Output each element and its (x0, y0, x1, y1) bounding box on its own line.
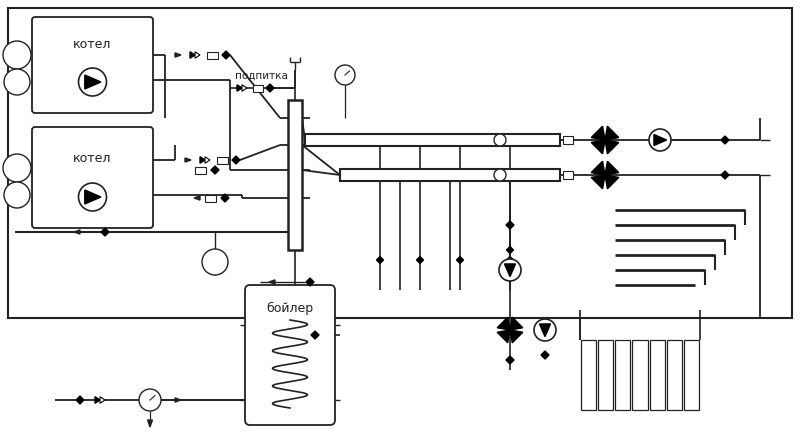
Bar (305, 134, 560, 146)
Circle shape (494, 169, 506, 181)
Polygon shape (510, 317, 523, 330)
Polygon shape (100, 397, 105, 403)
Polygon shape (74, 230, 80, 234)
Polygon shape (497, 317, 510, 330)
Polygon shape (605, 175, 618, 189)
Bar (253, 85, 263, 92)
Polygon shape (506, 356, 514, 364)
Polygon shape (721, 171, 729, 179)
Bar (666, 340, 682, 410)
Polygon shape (377, 256, 383, 263)
Polygon shape (76, 396, 84, 404)
Circle shape (202, 249, 228, 275)
Polygon shape (242, 85, 247, 91)
Circle shape (78, 68, 106, 96)
Text: бойлер: бойлер (266, 302, 314, 315)
Bar (650, 340, 665, 410)
Polygon shape (506, 221, 514, 229)
Polygon shape (506, 256, 514, 263)
Polygon shape (654, 135, 666, 145)
Circle shape (4, 182, 30, 208)
Polygon shape (417, 256, 423, 263)
Bar (340, 169, 560, 181)
Bar (684, 340, 699, 410)
Text: котел: котел (74, 39, 112, 52)
Polygon shape (591, 140, 605, 154)
Circle shape (4, 69, 30, 95)
Text: котел: котел (74, 151, 112, 164)
Bar (598, 340, 614, 410)
Polygon shape (85, 75, 101, 89)
Bar (288, 100, 302, 250)
Polygon shape (85, 190, 101, 204)
Polygon shape (221, 194, 229, 202)
Polygon shape (211, 166, 219, 174)
Bar (563, 136, 573, 144)
Polygon shape (222, 51, 230, 59)
Circle shape (499, 259, 521, 281)
Bar (615, 340, 630, 410)
Polygon shape (147, 420, 153, 427)
Bar (633, 340, 647, 410)
Circle shape (649, 129, 671, 151)
Polygon shape (306, 278, 314, 286)
Polygon shape (205, 157, 210, 163)
Polygon shape (194, 196, 200, 200)
Bar (194, 167, 206, 174)
Bar (217, 157, 227, 164)
Polygon shape (311, 331, 319, 339)
Circle shape (78, 183, 106, 211)
Polygon shape (185, 158, 191, 162)
FancyBboxPatch shape (32, 127, 153, 228)
Polygon shape (266, 84, 274, 92)
Polygon shape (505, 264, 515, 276)
Circle shape (494, 134, 506, 146)
Bar (581, 340, 596, 410)
Polygon shape (539, 324, 550, 337)
Bar (563, 171, 573, 179)
Polygon shape (591, 161, 605, 175)
Polygon shape (269, 280, 275, 284)
Text: подпитка: подпитка (235, 71, 288, 81)
Polygon shape (605, 126, 618, 140)
FancyBboxPatch shape (245, 285, 335, 425)
Circle shape (3, 41, 31, 69)
Polygon shape (605, 140, 618, 154)
Polygon shape (457, 256, 463, 263)
Polygon shape (510, 330, 523, 343)
Bar (8, 8, 792, 318)
FancyBboxPatch shape (32, 17, 153, 113)
Circle shape (3, 154, 31, 182)
Bar (206, 52, 218, 59)
Polygon shape (605, 161, 618, 175)
Polygon shape (190, 52, 195, 58)
Polygon shape (721, 136, 729, 144)
Polygon shape (591, 126, 605, 140)
Polygon shape (101, 228, 109, 236)
Circle shape (534, 319, 556, 341)
Polygon shape (95, 397, 100, 403)
Circle shape (335, 65, 355, 85)
Polygon shape (237, 85, 242, 91)
Polygon shape (541, 351, 549, 359)
Circle shape (139, 389, 161, 411)
Bar (205, 194, 215, 201)
Polygon shape (232, 156, 240, 164)
Polygon shape (591, 175, 605, 189)
Polygon shape (200, 157, 205, 163)
Polygon shape (175, 398, 181, 402)
Polygon shape (506, 247, 514, 253)
Polygon shape (195, 52, 200, 58)
Polygon shape (497, 330, 510, 343)
Polygon shape (175, 53, 181, 57)
